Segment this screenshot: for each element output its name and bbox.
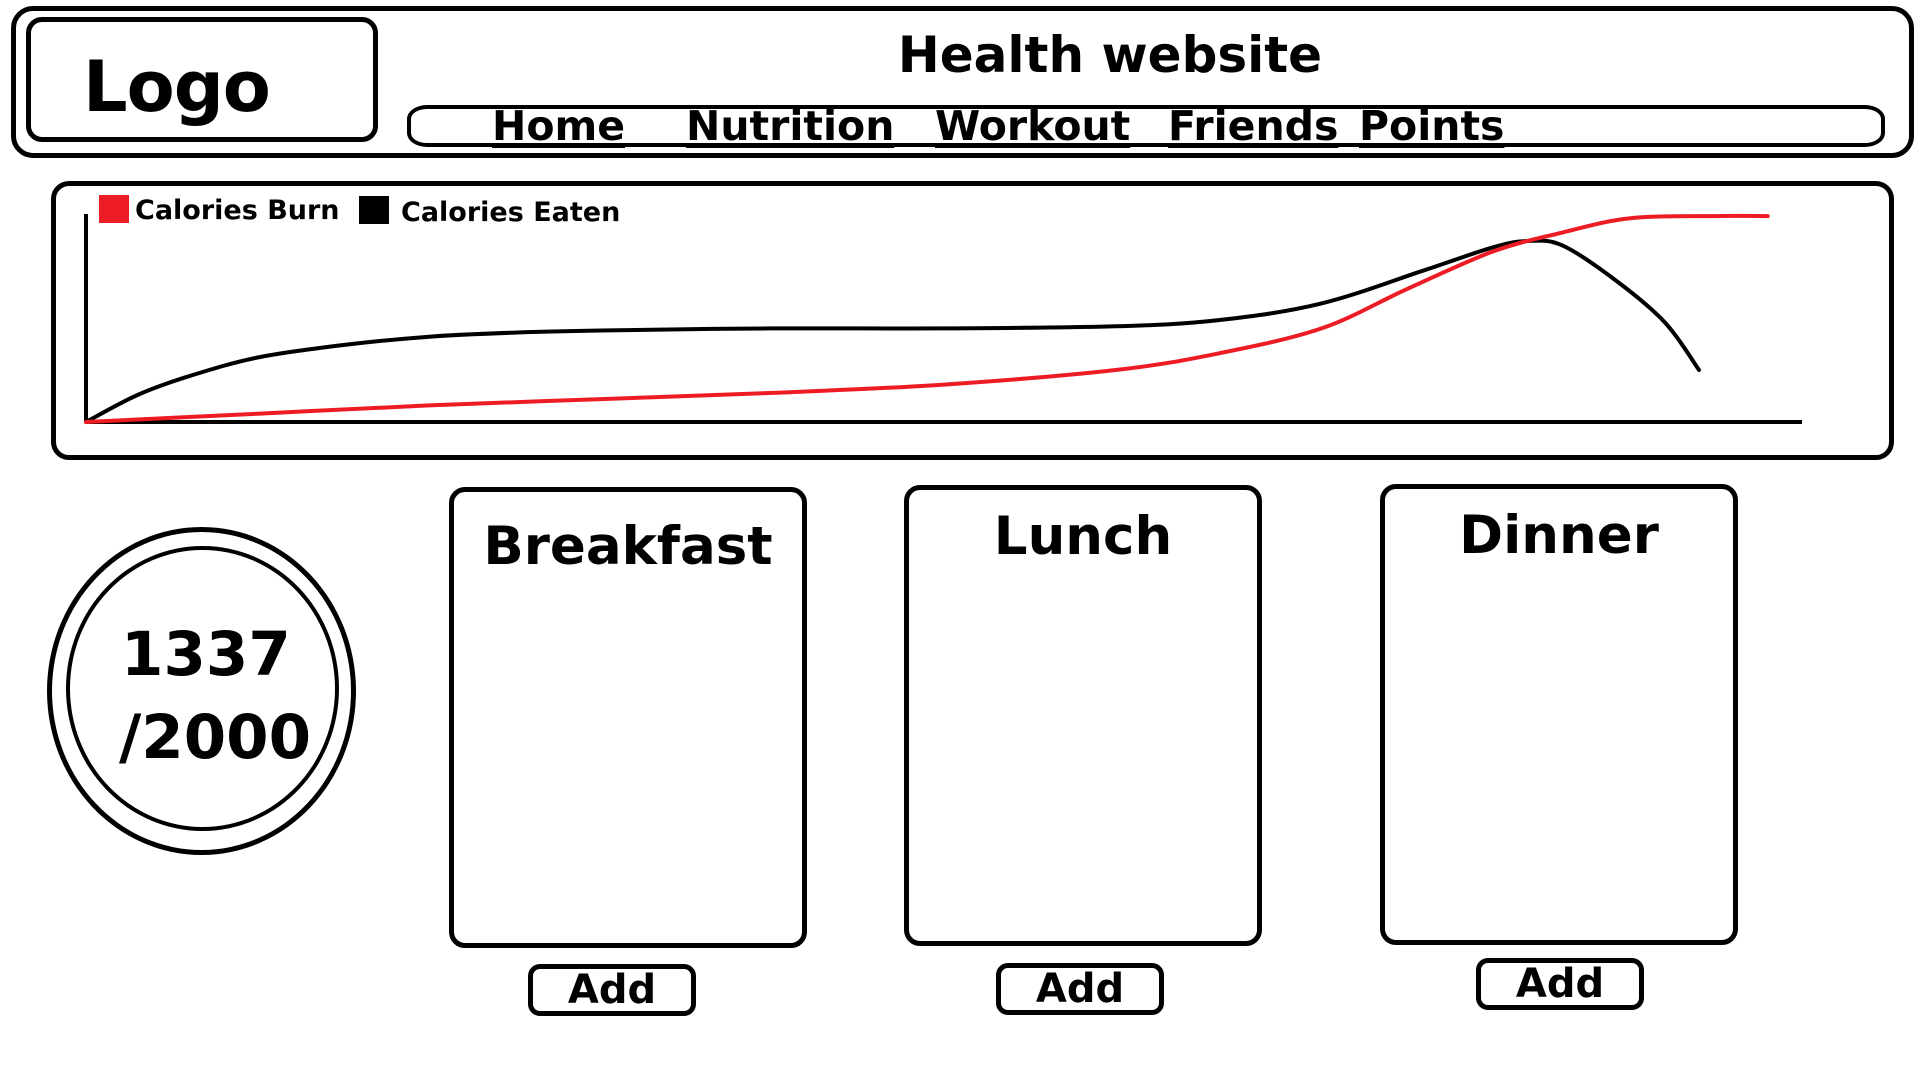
meal-title-dinner: Dinner [1459,505,1659,566]
add-lunch-button[interactable]: Add [996,963,1164,1015]
add-dinner-button[interactable]: Add [1476,958,1644,1010]
legend-label-eaten: Calories Eaten [401,197,620,228]
nav-bar [407,105,1885,147]
logo-text: Logo [83,46,271,128]
nav-points[interactable]: Points [1359,102,1505,150]
nav-home[interactable]: Home [492,102,626,150]
series-line-calories-burn [84,213,1770,424]
site-title: Health website [897,26,1323,84]
calorie-ring-inner [66,546,339,831]
nav-workout[interactable]: Workout [935,102,1131,150]
legend-swatch-burn [99,195,129,223]
nav-friends[interactable]: Friends [1168,102,1339,150]
meal-card-lunch: Lunch [904,485,1262,946]
meal-title-lunch: Lunch [993,506,1173,567]
nav-nutrition[interactable]: Nutrition [686,102,895,150]
meal-title-breakfast: Breakfast [483,516,773,577]
calorie-chart: Calories Burn Calories Eaten [84,195,1802,424]
legend-swatch-eaten [359,196,389,224]
calories-consumed: 1337 [121,619,291,690]
calories-goal: /2000 [119,702,312,773]
add-breakfast-button[interactable]: Add [528,964,696,1016]
meal-card-dinner: Dinner [1380,484,1738,945]
meal-card-breakfast: Breakfast [449,487,807,948]
logo[interactable] [26,17,378,142]
legend-label-burn: Calories Burn [135,195,340,226]
